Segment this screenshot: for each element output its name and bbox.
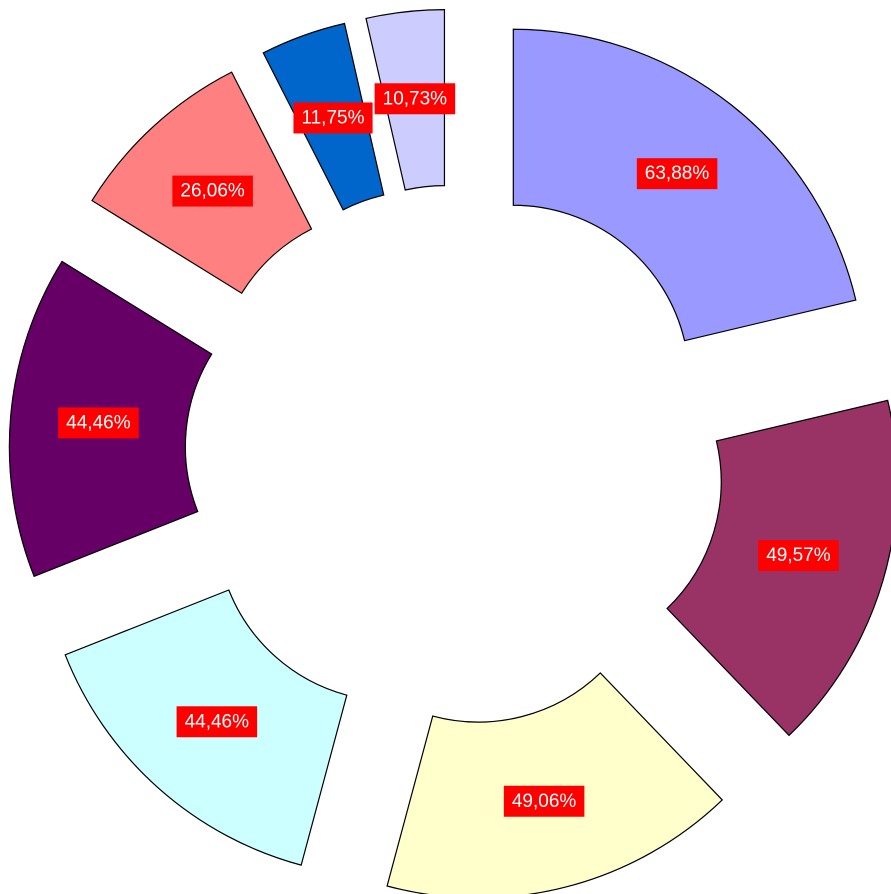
label-background	[176, 706, 258, 738]
data-label: 10,73%	[383, 88, 448, 109]
data-label: 44,46%	[185, 711, 250, 732]
data-label: 11,75%	[301, 107, 364, 128]
label-background	[172, 175, 253, 207]
data-label: 44,46%	[66, 412, 131, 433]
label-background	[293, 102, 373, 134]
label-background	[374, 83, 456, 115]
label-background	[58, 407, 139, 439]
label-background	[758, 540, 839, 572]
data-label: 63,88%	[645, 163, 710, 184]
data-label: 49,57%	[766, 545, 831, 566]
donut-segment	[386, 672, 724, 894]
data-label: 26,06%	[180, 181, 245, 202]
label-background	[503, 785, 585, 817]
label-background	[636, 158, 718, 190]
data-label: 49,06%	[512, 791, 577, 812]
